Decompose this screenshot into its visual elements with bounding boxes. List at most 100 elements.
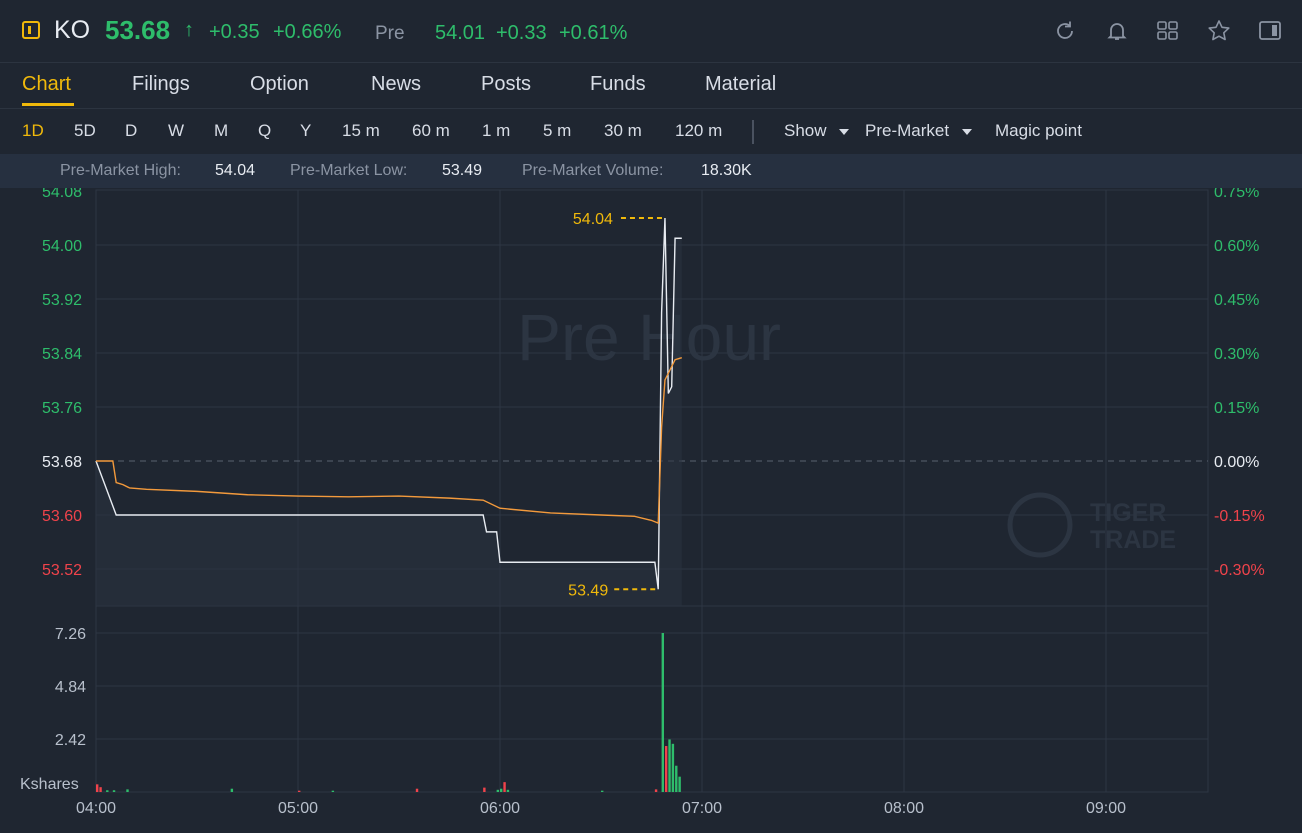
session-watermark: Pre Hour: [517, 300, 781, 374]
premarket-low-value: 53.49: [442, 162, 483, 179]
session-dropdown-label: Pre-Market: [865, 121, 950, 140]
price-area: [96, 218, 682, 606]
period-d[interactable]: D: [125, 121, 138, 140]
session-change-pct: +0.61%: [559, 22, 628, 44]
period-w[interactable]: W: [168, 121, 185, 140]
volume-bar: [654, 789, 658, 792]
percent-axis-label: 0.45%: [1214, 292, 1259, 309]
session-label: Pre: [375, 23, 405, 44]
low-marker-label: 53.49: [568, 582, 608, 599]
period-1m[interactable]: 1 m: [482, 121, 511, 140]
ticker-symbol: KO: [54, 16, 91, 44]
period-selector: [0, 108, 1302, 154]
price-axis-label: 53.84: [42, 346, 82, 363]
price-axis-label: 53.60: [42, 508, 82, 525]
tiger-logo-icon: [1007, 492, 1073, 558]
period-60m[interactable]: 60 m: [412, 121, 450, 140]
premarket-stats-bar: Pre-Market High: 54.04 Pre-Market Low: 5…: [0, 154, 1302, 188]
tab-option[interactable]: Option: [250, 73, 309, 95]
volume-bar: [671, 743, 675, 792]
volume-axis-label: 2.42: [55, 732, 86, 749]
premarket-high-label: Pre-Market High:: [60, 162, 181, 179]
caret-down-icon: [961, 128, 972, 135]
time-axis-label: 04:00: [76, 800, 116, 817]
session-price: 54.01: [435, 22, 486, 44]
time-axis-label: 06:00: [480, 800, 520, 817]
grid-icon[interactable]: [1155, 18, 1181, 44]
average-price-line: [96, 357, 683, 525]
bell-icon[interactable]: [1104, 18, 1130, 44]
market-status-icon: [22, 21, 40, 39]
premarket-high-value: 54.04: [215, 162, 256, 179]
period-5d[interactable]: 5D: [74, 121, 96, 140]
volume-bar: [230, 788, 234, 792]
volume-axis-label: 7.26: [55, 626, 86, 643]
percent-axis-label: 0.30%: [1214, 346, 1259, 363]
time-axis-label: 08:00: [884, 800, 924, 817]
period-15m[interactable]: 15 m: [342, 121, 380, 140]
period-y[interactable]: Y: [300, 121, 312, 140]
volume-bar: [106, 790, 109, 792]
quote-header: KO 53.68 ↑ +0.35 +0.66% Pre 54.01 +0.33 …: [0, 0, 1302, 62]
percent-axis-label: 0.75%: [1214, 188, 1259, 201]
caret-down-icon: [839, 128, 850, 135]
volume-bar: [661, 633, 664, 792]
volume-bar: [675, 765, 678, 792]
price-axis-label: 53.52: [42, 562, 82, 579]
panel-icon[interactable]: [1257, 18, 1283, 44]
percent-axis-label: 0.60%: [1214, 238, 1259, 255]
last-price: 53.68: [105, 15, 171, 45]
time-axis-label: 09:00: [1086, 800, 1126, 817]
tab-chart[interactable]: Chart: [22, 73, 71, 95]
period-120m[interactable]: 120 m: [675, 121, 723, 140]
volume-bar: [112, 790, 116, 792]
period-q[interactable]: Q: [258, 121, 272, 140]
premarket-volume-label: Pre-Market Volume:: [522, 162, 664, 179]
volume-bar: [500, 788, 503, 792]
period-5m[interactable]: 5 m: [543, 121, 572, 140]
price-change-pct: +0.66%: [273, 21, 342, 43]
price-axis-label: 53.92: [42, 292, 82, 309]
volume-axis-label: 4.84: [55, 679, 86, 696]
session-change: +0.33: [496, 22, 547, 44]
volume-bar: [668, 739, 671, 792]
price-axis-label: 54.00: [42, 238, 82, 255]
brand-watermark-line1: TIGER: [1090, 499, 1166, 527]
tab-filings[interactable]: Filings: [132, 73, 190, 95]
high-marker-label: 54.04: [573, 211, 613, 228]
time-axis-label: 07:00: [682, 800, 722, 817]
volume-bar: [483, 787, 486, 792]
period-m[interactable]: M: [214, 121, 229, 140]
volume-bar: [415, 788, 419, 792]
brand-watermark-line2: TRADE: [1090, 526, 1176, 554]
time-axis-label: 05:00: [278, 800, 318, 817]
intraday-chart[interactable]: 04:00 05:00 06:00 07:00 08:00 09:00 54.08 0.75%…: [0, 188, 1302, 833]
percent-axis-label: 0.00%: [1214, 454, 1259, 471]
toolbar-divider: [752, 120, 754, 144]
tab-posts[interactable]: Posts: [481, 73, 532, 95]
volume-bar: [96, 784, 99, 792]
percent-axis-label: -0.30%: [1214, 562, 1265, 579]
period-30m[interactable]: 30 m: [604, 121, 642, 140]
session-dropdown[interactable]: Pre-Market: [865, 121, 972, 141]
price-change: +0.35: [209, 21, 260, 43]
tab-funds[interactable]: Funds: [590, 73, 646, 95]
volume-bar: [506, 789, 510, 792]
tab-bar: [0, 62, 1302, 109]
magic-point-button[interactable]: Magic point: [995, 121, 1082, 140]
volume-bar: [601, 790, 604, 792]
volume-bar: [331, 790, 335, 792]
tab-material[interactable]: Material: [705, 73, 777, 95]
period-1d[interactable]: 1D: [22, 121, 44, 140]
price-axis-label: 54.08: [42, 188, 82, 201]
star-icon[interactable]: [1206, 18, 1232, 44]
plot-frame: [95, 189, 1209, 793]
show-dropdown[interactable]: Show: [784, 121, 850, 141]
volume-bar: [503, 782, 506, 792]
refresh-icon[interactable]: [1052, 18, 1078, 44]
volume-bar: [496, 789, 500, 792]
tab-news[interactable]: News: [371, 73, 422, 95]
price-axis-label: 53.76: [42, 400, 82, 417]
volume-bar: [298, 790, 301, 792]
percent-axis-label: -0.15%: [1214, 508, 1265, 525]
